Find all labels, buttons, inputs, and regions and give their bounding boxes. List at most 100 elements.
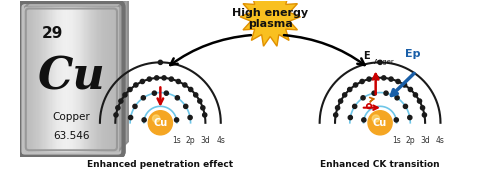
Bar [75,7,76,151]
Circle shape [184,104,188,108]
Bar [115,7,116,151]
Circle shape [176,79,180,84]
Circle shape [140,79,144,84]
Bar [34,7,35,151]
Circle shape [389,77,393,81]
Bar [81,7,82,151]
Bar [55,7,56,151]
Circle shape [384,91,388,95]
Bar [95,7,96,151]
Circle shape [338,99,343,103]
Circle shape [418,99,421,103]
Circle shape [133,104,137,108]
Circle shape [353,104,357,108]
Circle shape [395,96,399,100]
Bar [53,7,54,151]
Bar [98,7,99,151]
Bar [37,7,39,151]
Bar [67,7,68,151]
Polygon shape [118,0,128,151]
Circle shape [175,118,179,122]
Circle shape [119,99,123,103]
Text: Enhanced penetration effect: Enhanced penetration effect [87,160,233,169]
Bar [78,7,80,151]
Bar [27,7,28,151]
Bar [83,7,84,151]
Circle shape [203,113,207,117]
Text: 4s: 4s [436,136,445,145]
Text: Cu: Cu [37,55,105,98]
Circle shape [336,106,340,110]
Bar [91,7,92,151]
Circle shape [348,87,352,92]
Text: Cu: Cu [153,118,168,128]
Text: Enhanced CK transition: Enhanced CK transition [320,160,440,169]
Bar [88,7,89,151]
Circle shape [378,60,382,64]
Bar [31,7,32,151]
Circle shape [148,111,172,135]
Text: 63.546: 63.546 [53,131,90,141]
Text: 3d: 3d [420,136,430,145]
Bar [61,7,62,151]
Text: High energy: High energy [232,8,308,19]
Text: Cu: Cu [373,118,387,128]
Bar [49,7,50,151]
Bar [47,7,48,151]
Bar [59,7,60,151]
Bar [36,7,37,151]
Circle shape [129,115,132,120]
Text: 2p: 2p [186,136,195,145]
Bar [41,7,42,151]
Bar [26,7,27,151]
Bar [66,7,67,151]
Bar [69,7,70,151]
Circle shape [382,76,386,80]
Bar [42,7,43,151]
Circle shape [402,83,407,87]
Text: 1s: 1s [392,136,401,145]
Bar [84,7,85,151]
Text: plasma: plasma [248,19,293,29]
Circle shape [164,91,168,95]
Text: 2p: 2p [406,136,415,145]
Circle shape [360,79,364,84]
Bar [103,7,104,151]
Circle shape [372,91,376,95]
Text: Auger: Auger [373,59,394,65]
Circle shape [123,93,127,97]
Circle shape [152,91,156,95]
Text: 3d: 3d [201,136,210,145]
Circle shape [420,106,425,110]
Circle shape [128,87,132,92]
Circle shape [198,99,202,103]
Text: 4s: 4s [216,136,225,145]
Bar [35,7,36,151]
Circle shape [334,113,338,117]
Bar [85,7,86,151]
Circle shape [169,77,173,81]
Bar [45,7,46,151]
Circle shape [153,115,160,122]
Bar [117,7,118,151]
Circle shape [374,76,378,80]
Bar [108,7,109,151]
Circle shape [116,106,120,110]
Polygon shape [240,0,300,46]
Circle shape [183,83,187,87]
Bar [46,7,47,151]
Circle shape [396,79,400,84]
Bar [64,7,66,151]
Circle shape [361,96,365,100]
Bar [82,7,83,151]
Circle shape [367,104,372,108]
Circle shape [147,77,152,81]
Bar [43,7,45,151]
Bar [76,7,77,151]
Circle shape [158,60,162,64]
Bar [90,7,91,151]
Bar [109,7,110,151]
Bar [32,7,33,151]
Bar [24,7,26,151]
Circle shape [188,115,192,120]
